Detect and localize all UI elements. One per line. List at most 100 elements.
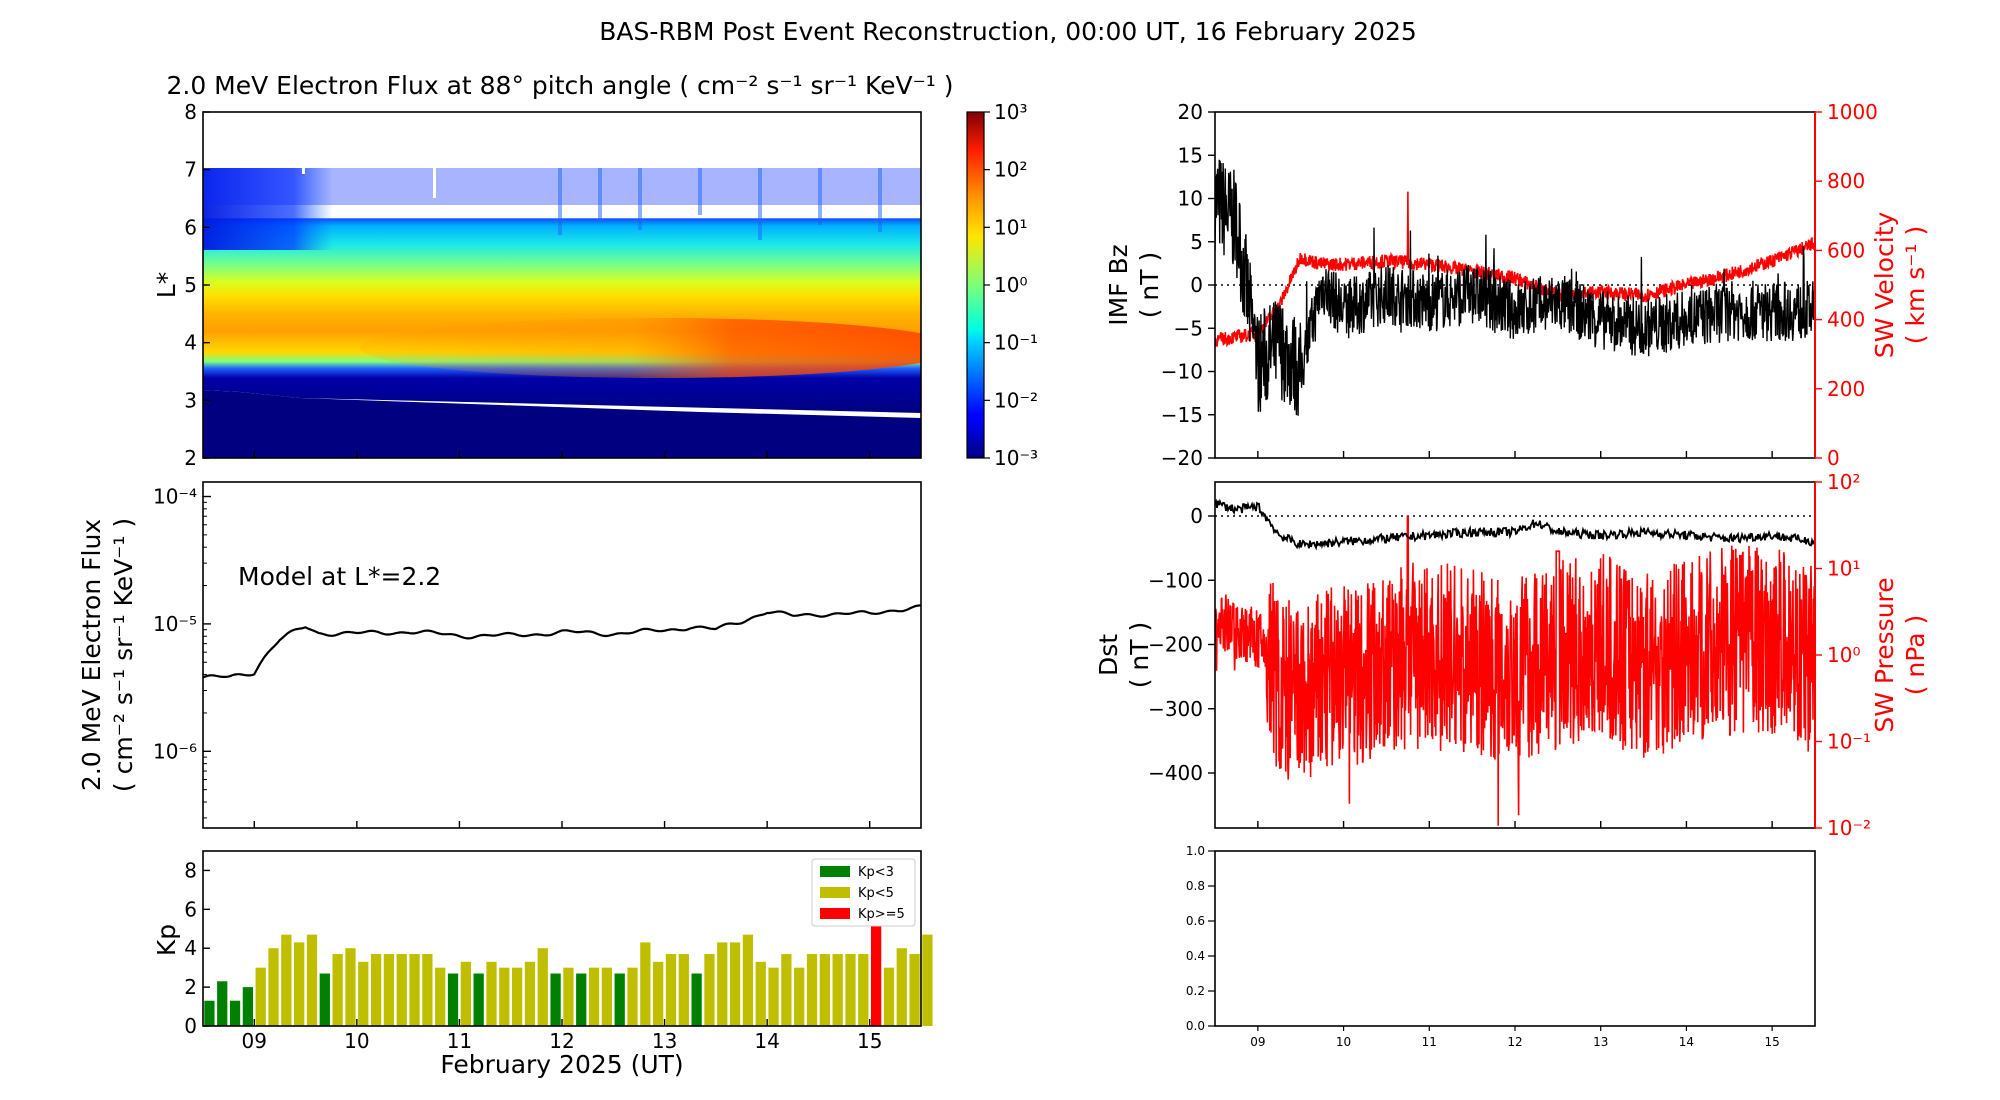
imf-ytick-label: −10 [1161,360,1203,384]
kp-xtick-label: 15 [857,1029,882,1053]
kp-ytick-label: 4 [184,936,197,960]
pressure-ylabel-unit: ( nPa ) [1901,615,1930,696]
kp-bar [358,961,369,1026]
colorbar-ticks: 10⁻³ 10⁻² 10⁻¹ 10⁰ 10¹ 10² 10³ [984,100,1038,470]
imf-ytick-label: 15 [1178,143,1203,167]
empty-ytick-label: 0.6 [1186,914,1205,928]
imf-x-ticks [1257,451,1773,458]
imf-ylabel-unit: ( nT ) [1135,252,1164,319]
kp-x-axis: 09 10 11 12 13 14 15 [242,1019,882,1053]
flux-heatmap-panel: 2.0 MeV Electron Flux at 88° pitch angle… [152,71,954,470]
colorbar-tick-label: 10³ [994,100,1027,124]
kp-bar [806,954,818,1026]
dst-ytick-label: −300 [1148,697,1203,721]
line-ytick-label: 10⁻⁶ [153,739,197,763]
dst-ytick-label: −200 [1148,633,1203,657]
velocity-ylabel-unit: ( km s⁻¹ ) [1901,226,1930,344]
kp-bar [576,973,587,1026]
heatmap-ylabel: L* [152,272,181,298]
kp-bar [370,954,382,1026]
kp-bar [396,954,407,1026]
heatmap-ytick-label: 3 [184,388,197,412]
model-annotation: Model at L*=2.2 [238,562,441,591]
pressure-ytick-label: 10¹ [1827,557,1860,581]
line-ylabel-2: ( cm⁻² s⁻¹ sr⁻¹ KeV⁻¹ ) [109,518,138,792]
imf-ytick-label: 10 [1178,187,1203,211]
imf-ytick-label: 20 [1178,100,1203,124]
dst-ytick-label: −400 [1148,761,1203,785]
empty-xtick-label: 11 [1422,1035,1437,1049]
kp-bar [255,967,266,1026]
heatmap-ytick-label: 8 [184,100,197,124]
line-ytick-label: 10⁻⁴ [153,485,197,509]
kp-xtick-label: 14 [754,1029,779,1053]
colorbar-tick-label: 10² [994,158,1027,182]
kp-bar [588,967,600,1026]
line-ylabel-1: 2.0 MeV Electron Flux [77,519,106,791]
kp-bar [447,973,459,1026]
imf-left-axis: −20 −15 −10 −5 0 5 10 15 20 [1161,100,1215,470]
dst-ytick-label: −100 [1148,568,1203,592]
kp-bar [742,934,754,1026]
kp-bar [781,954,792,1026]
kp-ytick-label: 8 [184,858,197,882]
colorbar-gradient [966,111,985,459]
kp-bar [268,948,279,1026]
dst-ylabel: Dst [1094,634,1123,676]
empty-xtick-label: 14 [1679,1035,1694,1049]
pressure-ytick-label: 10² [1827,470,1860,494]
kp-bar [499,967,510,1026]
kp-bar [306,934,318,1026]
kp-xtick-label: 11 [447,1029,472,1053]
dst-ylabel-unit: ( nT ) [1125,622,1154,689]
empty-x-axis: 09 10 11 12 13 14 15 [1250,1026,1780,1049]
colorbar-tick-label: 10¹ [994,215,1027,239]
pressure-ylabel: SW Pressure [1870,577,1899,732]
kp-xtick-label: 09 [242,1029,267,1053]
imf-right-axis: 0 200 400 600 800 1000 [1814,100,1878,470]
kp-bar [486,961,497,1026]
kp-ytick-label: 6 [184,897,197,921]
imf-bz-line [1215,159,1815,416]
colorbar: 10⁻³ 10⁻² 10⁻¹ 10⁰ 10¹ 10² 10³ [966,100,1038,470]
kp-bar [896,948,907,1026]
legend-swatch-yellow [820,887,850,898]
imf-ytick-label: −15 [1161,403,1203,427]
kp-bar [614,973,625,1026]
kp-panel: 0 2 4 6 8 09 10 11 12 13 14 15 Kp February 2025 (U… [152,850,933,1079]
legend-label-kp5: Kp<5 [858,886,894,901]
kp-bar [870,922,882,1026]
kp-ytick-label: 0 [184,1014,197,1038]
heatmap-ytick-label: 7 [184,158,197,182]
kp-bar [601,967,613,1026]
kp-bar [332,954,343,1026]
kp-bar [537,948,548,1026]
flux-line-panel: Model at L*=2.2 10⁻⁶ 10⁻⁵ 10⁻⁴ 2.0 MeV Ele… [77,481,922,829]
kp-legend: Kp<3 Kp<5 Kp>=5 [811,858,916,927]
velocity-ytick-label: 0 [1827,446,1840,470]
imf-ylabel: IMF Bz [1104,244,1133,326]
kp-xtick-label: 12 [549,1029,574,1053]
empty-xtick-label: 13 [1593,1035,1608,1049]
kp-bar [563,967,574,1026]
flux-series-line [203,604,921,679]
line-frame [202,481,922,829]
kp-bar [383,954,395,1026]
line-x-ticks [253,821,871,828]
kp-bar [550,973,561,1026]
colorbar-tick-label: 10⁻¹ [994,331,1038,355]
empty-frame [1214,850,1816,1027]
empty-xtick-label: 10 [1336,1035,1351,1049]
velocity-ytick-label: 200 [1827,377,1865,401]
pressure-ytick-label: 10⁻¹ [1827,730,1871,754]
kp-bar [845,954,856,1026]
pressure-ytick-label: 10⁰ [1827,643,1860,667]
dst-left-axis: −400 −300 −200 −100 0 [1148,504,1215,785]
kp-bar [653,961,664,1026]
empty-y-axis: 0.0 0.2 0.4 0.6 0.8 1.0 [1186,844,1215,1033]
kp-bar [832,954,843,1026]
pressure-ytick-label: 10⁻² [1827,816,1871,840]
colorbar-tick-label: 10⁻² [994,388,1038,412]
